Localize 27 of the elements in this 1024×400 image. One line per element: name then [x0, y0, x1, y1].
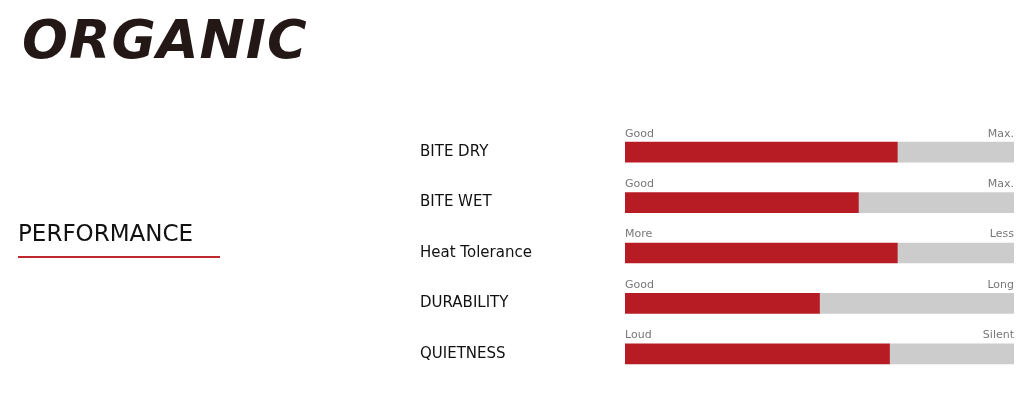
bar: [819, 293, 1014, 314]
annotation: Good: [625, 176, 654, 190]
bar: [625, 343, 890, 365]
annotation: Less: [989, 227, 1015, 241]
bar: [625, 141, 898, 163]
y-tick-label: BITE DRY: [420, 142, 490, 161]
annotation: Loud: [625, 328, 652, 342]
text: PERFORMANCE: [18, 220, 220, 258]
y-tick-label: QUIETNESS: [420, 343, 506, 362]
annotation: Long: [987, 277, 1014, 291]
annotation: Max.: [987, 126, 1014, 140]
bar: [625, 242, 898, 264]
bar: [625, 192, 859, 213]
y-tick-label: DURABILITY: [420, 293, 510, 312]
bar: [858, 192, 1014, 213]
bar: [896, 141, 1014, 163]
annotation: More: [625, 227, 653, 241]
text: ORGANIC: [22, 8, 308, 71]
annotation: Silent: [982, 328, 1015, 342]
annotation: Max.: [987, 176, 1014, 190]
annotation: Good: [625, 277, 654, 291]
annotation: Good: [625, 126, 654, 140]
bar: [625, 293, 820, 314]
y-tick-label: Heat Tolerance: [420, 242, 532, 261]
y-tick-label: BITE WET: [420, 192, 493, 211]
bar: [889, 343, 1014, 365]
bar: [896, 242, 1014, 264]
